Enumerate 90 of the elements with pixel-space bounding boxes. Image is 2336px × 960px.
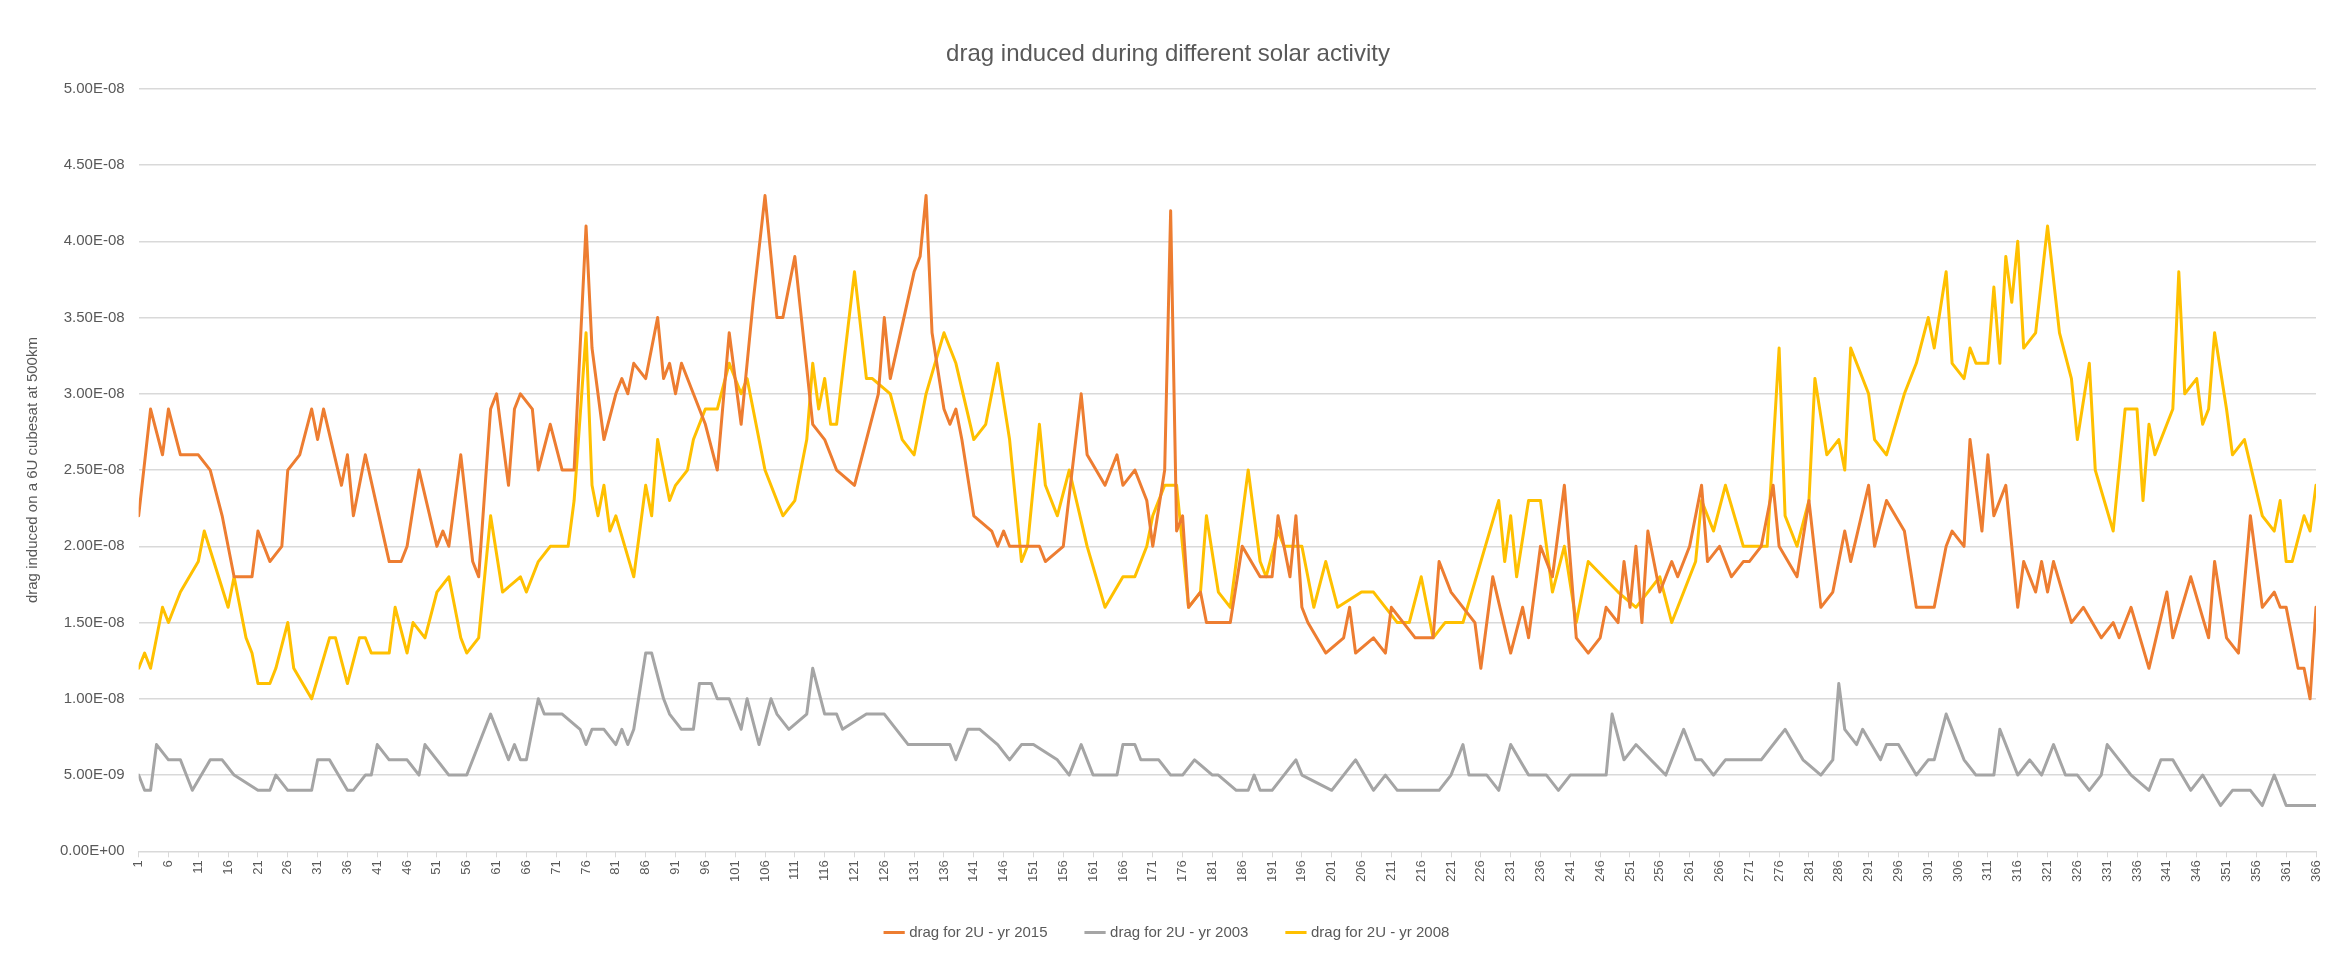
x-tick-label: 41 <box>368 860 384 875</box>
x-tick-label: 6 <box>160 860 176 868</box>
x-tick-label: 16 <box>219 860 235 875</box>
x-tick-label: 306 <box>1949 860 1965 883</box>
x-tick-label: 321 <box>2039 860 2055 883</box>
y-tick-label: 3.00E-08 <box>63 383 125 401</box>
x-tick-label: 281 <box>1800 860 1816 883</box>
x-tick-label: 171 <box>1144 860 1160 883</box>
x-tick-label: 231 <box>1502 860 1518 883</box>
y-axis-title: drag induced on a 6U cubesat at 500km <box>23 337 41 604</box>
x-tick-label: 166 <box>1114 860 1130 883</box>
y-tick-label: 5.00E-08 <box>63 78 125 96</box>
y-tick-label: 5.00E-09 <box>63 765 125 783</box>
x-tick-label: 11 <box>189 860 205 874</box>
x-tick-label: 146 <box>995 860 1011 883</box>
x-tick-label: 366 <box>2307 860 2323 883</box>
x-tick-label: 256 <box>1651 860 1667 883</box>
x-tick-label: 101 <box>726 860 742 883</box>
x-tick-label: 71 <box>547 860 563 875</box>
y-tick-label: 4.00E-08 <box>63 231 125 249</box>
x-tick-label: 221 <box>1442 860 1458 883</box>
x-tick-label: 346 <box>2188 860 2204 883</box>
x-tick-label: 361 <box>2277 860 2293 883</box>
x-tick-label: 261 <box>1681 860 1697 883</box>
y-tick-label: 1.00E-08 <box>63 688 125 706</box>
x-tick-label: 216 <box>1412 860 1428 883</box>
x-tick-label: 316 <box>2009 860 2025 883</box>
x-tick-label: 271 <box>1740 860 1756 883</box>
legend-label: drag for 2U - yr 2003 <box>1110 922 1249 940</box>
x-tick-label: 301 <box>1919 860 1935 883</box>
x-tick-label: 311 <box>1979 860 1995 882</box>
legend-label: drag for 2U - yr 2008 <box>1310 922 1450 940</box>
x-tick-label: 246 <box>1591 860 1607 883</box>
x-tick-label: 331 <box>2098 860 2114 883</box>
legend-label: drag for 2U - yr 2015 <box>909 922 1048 940</box>
x-tick-label: 276 <box>1770 860 1786 883</box>
y-tick-label: 1.50E-08 <box>63 612 125 630</box>
x-tick-label: 336 <box>2128 860 2144 883</box>
x-tick-label: 191 <box>1263 860 1279 883</box>
x-tick-label: 326 <box>2068 860 2084 883</box>
x-tick-label: 351 <box>2218 860 2234 883</box>
x-tick-label: 66 <box>517 860 533 875</box>
x-tick-label: 241 <box>1561 860 1577 883</box>
x-tick-label: 51 <box>428 860 444 875</box>
x-tick-label: 226 <box>1472 860 1488 883</box>
x-tick-label: 1 <box>130 860 146 868</box>
x-tick-label: 211 <box>1382 860 1398 882</box>
x-tick-label: 116 <box>816 860 832 882</box>
x-tick-label: 26 <box>279 860 295 875</box>
x-tick-label: 266 <box>1711 860 1727 883</box>
x-tick-label: 286 <box>1830 860 1846 883</box>
x-tick-label: 136 <box>935 860 951 883</box>
x-tick-label: 46 <box>398 860 414 875</box>
x-tick-label: 86 <box>637 860 653 875</box>
x-tick-label: 206 <box>1353 860 1369 883</box>
x-tick-label: 61 <box>488 860 504 875</box>
chart-title: drag induced during different solar activity <box>946 39 1390 67</box>
x-tick-label: 56 <box>458 860 474 875</box>
x-tick-label: 106 <box>756 860 772 883</box>
x-tick-label: 291 <box>1860 860 1876 883</box>
x-tick-label: 96 <box>696 860 712 875</box>
x-tick-label: 81 <box>607 860 623 875</box>
y-tick-label: 2.50E-08 <box>63 460 125 478</box>
y-tick-label: 4.50E-08 <box>63 155 125 173</box>
x-tick-label: 36 <box>339 860 355 875</box>
x-tick-label: 76 <box>577 860 593 875</box>
x-tick-label: 186 <box>1233 860 1249 883</box>
x-tick-label: 91 <box>667 860 683 875</box>
x-tick-label: 126 <box>875 860 891 883</box>
x-tick-label: 201 <box>1323 860 1339 883</box>
x-tick-label: 251 <box>1621 860 1637 883</box>
x-tick-label: 196 <box>1293 860 1309 883</box>
x-tick-label: 181 <box>1203 860 1219 883</box>
x-tick-label: 156 <box>1054 860 1070 883</box>
x-tick-label: 236 <box>1532 860 1548 883</box>
x-tick-label: 341 <box>2158 860 2174 883</box>
x-tick-label: 161 <box>1084 860 1100 883</box>
x-tick-label: 111 <box>786 860 802 881</box>
x-tick-label: 356 <box>2247 860 2263 883</box>
x-tick-label: 131 <box>905 860 921 883</box>
y-tick-label: 2.00E-08 <box>63 536 125 554</box>
x-tick-label: 121 <box>846 860 862 883</box>
x-tick-label: 31 <box>309 860 325 875</box>
y-tick-label: 3.50E-08 <box>63 307 125 325</box>
x-tick-label: 141 <box>965 860 981 883</box>
x-tick-label: 176 <box>1174 860 1190 883</box>
y-tick-label: 0.00E+00 <box>59 841 125 859</box>
x-tick-label: 296 <box>1890 860 1905 883</box>
x-tick-label: 21 <box>249 860 265 875</box>
x-tick-label: 151 <box>1025 860 1041 883</box>
